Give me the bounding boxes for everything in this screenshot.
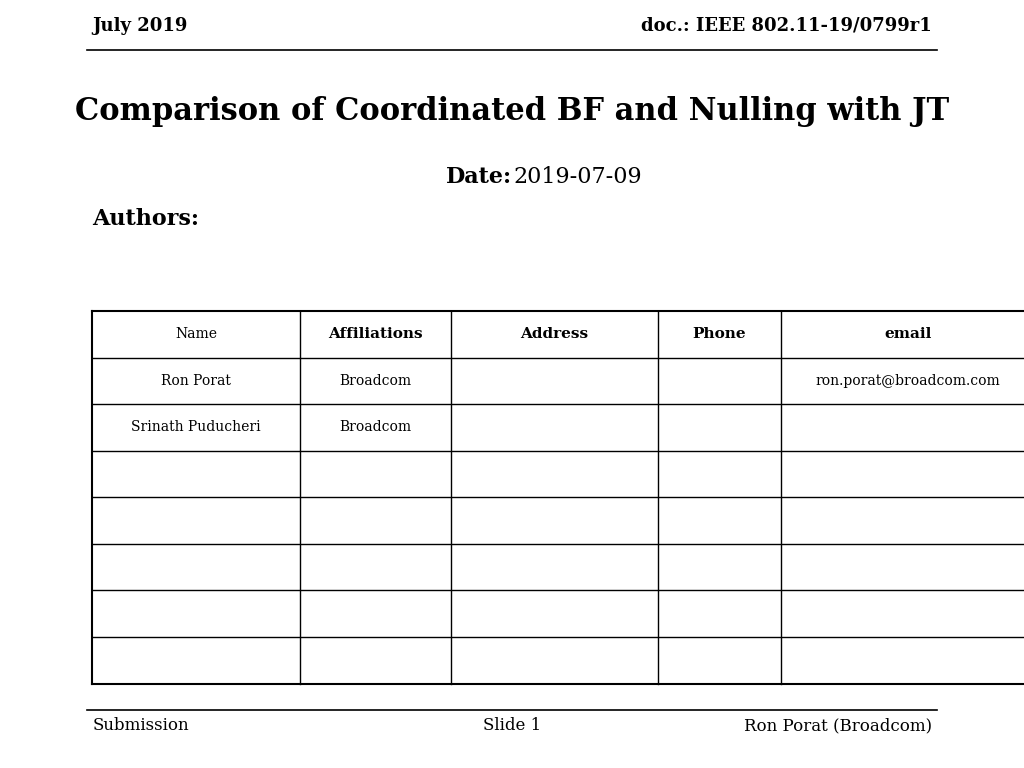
Text: Srinath Puducheri: Srinath Puducheri xyxy=(131,420,261,435)
Text: Submission: Submission xyxy=(92,717,188,734)
Text: Broadcom: Broadcom xyxy=(339,374,412,388)
Text: July 2019: July 2019 xyxy=(92,17,187,35)
Text: Ron Porat: Ron Porat xyxy=(161,374,231,388)
Text: Broadcom: Broadcom xyxy=(339,420,412,435)
Text: Ron Porat (Broadcom): Ron Porat (Broadcom) xyxy=(743,717,932,734)
Text: Name: Name xyxy=(175,327,217,341)
Text: Affiliations: Affiliations xyxy=(328,327,423,341)
Text: Date:: Date: xyxy=(445,166,512,187)
Text: Phone: Phone xyxy=(692,327,746,341)
Text: Address: Address xyxy=(520,327,589,341)
Text: Authors:: Authors: xyxy=(92,208,200,230)
Text: Slide 1: Slide 1 xyxy=(483,717,541,734)
Text: Comparison of Coordinated BF and Nulling with JT: Comparison of Coordinated BF and Nulling… xyxy=(75,96,949,127)
Text: email: email xyxy=(885,327,932,341)
Text: doc.: IEEE 802.11-19/0799r1: doc.: IEEE 802.11-19/0799r1 xyxy=(641,17,932,35)
Text: 2019-07-09: 2019-07-09 xyxy=(514,166,642,187)
Text: ron.porat@broadcom.com: ron.porat@broadcom.com xyxy=(816,374,1000,388)
